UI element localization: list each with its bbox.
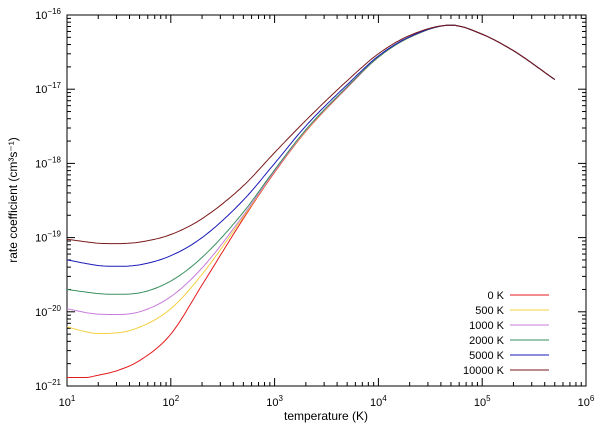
- legend: 0 K 500 K 1000 K 2000 K 5000 K 10000 K: [463, 290, 549, 377]
- y-tick-labels: 10−21 10−20 10−19 10−18 10−17 10−16: [35, 7, 61, 393]
- y-tick-label: 10−17: [35, 81, 61, 96]
- legend-label: 0 K: [487, 290, 504, 302]
- legend-label: 5000 K: [469, 350, 505, 362]
- x-tick-label: 101: [59, 394, 76, 409]
- axis-ticks: [66, 14, 587, 387]
- y-tick-label: 10−21: [35, 378, 61, 393]
- y-tick-label: 10−16: [35, 7, 61, 22]
- series-line-4: [66, 24, 556, 267]
- series-line-3: [66, 24, 556, 295]
- series-curves: [66, 24, 556, 378]
- y-axis-label: rate coefficient (cm³s⁻¹): [6, 137, 20, 262]
- y-tick-label: 10−19: [35, 230, 61, 245]
- series-line-1: [66, 24, 556, 334]
- legend-label: 1000 K: [469, 320, 505, 332]
- series-line-5: [66, 24, 556, 245]
- x-tick-labels: 101 102 103 104 105 106: [59, 394, 595, 409]
- legend-label: 500 K: [475, 305, 504, 317]
- x-tick-label: 103: [266, 394, 283, 409]
- x-axis-label: temperature (K): [284, 409, 368, 423]
- x-tick-label: 104: [370, 394, 387, 409]
- x-tick-label: 105: [474, 394, 491, 409]
- plot-frame: [66, 14, 587, 387]
- series-line-2: [66, 24, 556, 315]
- legend-label: 10000 K: [463, 365, 505, 377]
- x-tick-label: 102: [162, 394, 179, 409]
- legend-label: 2000 K: [469, 335, 505, 347]
- x-tick-label: 106: [578, 394, 595, 409]
- y-tick-label: 10−18: [35, 155, 61, 170]
- y-tick-label: 10−20: [35, 304, 61, 319]
